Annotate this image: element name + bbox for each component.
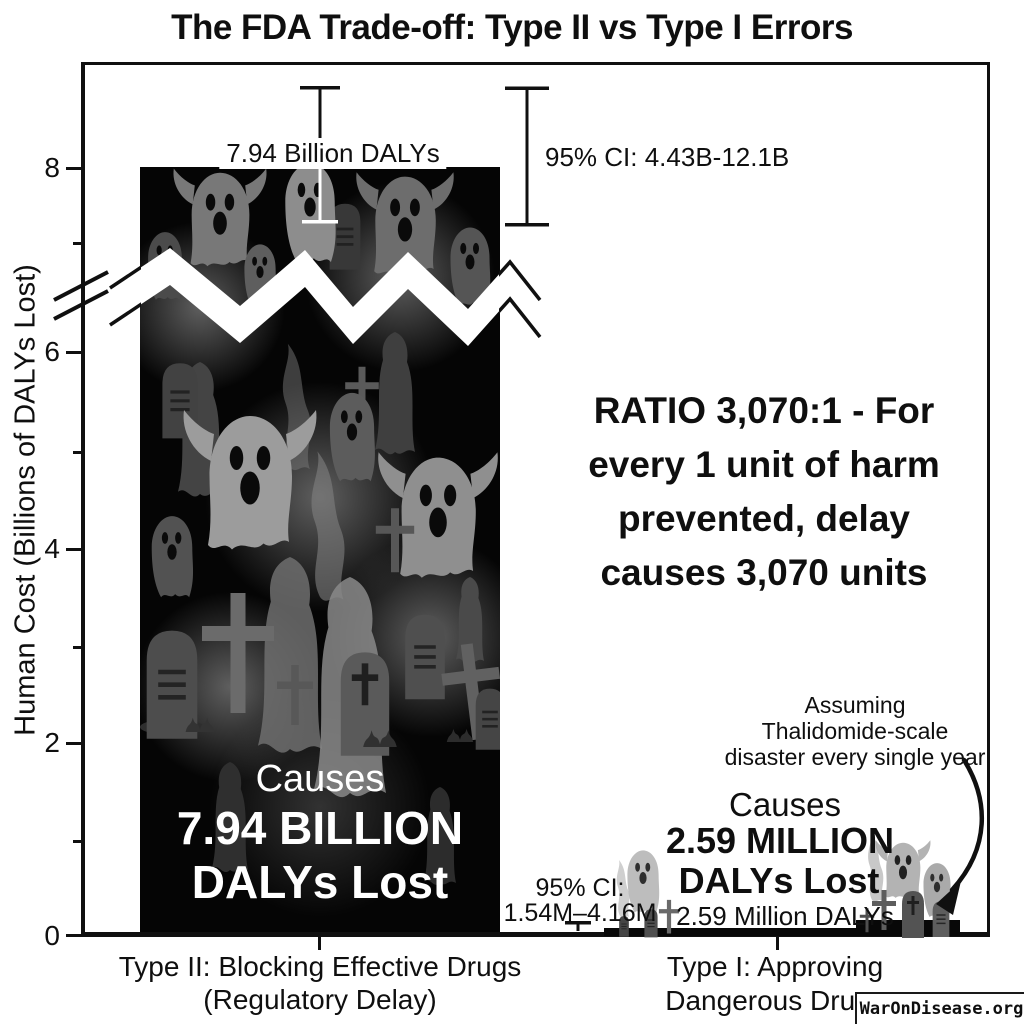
- type2-caption-line1: Causes: [255, 758, 385, 800]
- ghost-icon: [244, 244, 277, 307]
- type1-value-label: 2.59 Million DALYs: [676, 901, 894, 931]
- y-tick-mark: [66, 742, 81, 745]
- thalidomide-annotation: Assuming Thalidomide-scale disaster ever…: [705, 692, 1005, 770]
- y-minor-tick: [73, 840, 81, 843]
- type1-caption-line3: DALYs Lost: [678, 860, 880, 901]
- ratio-line4: causes 3,070 units: [600, 552, 928, 593]
- ratio-line3: prevented, delay: [617, 498, 910, 539]
- watermark-badge: WarOnDisease.org: [855, 992, 1024, 1024]
- ghost-icon: [329, 392, 375, 482]
- page-title: The FDA Trade-off: Type II vs Type I Err…: [171, 8, 853, 47]
- annotation-line2: Thalidomide-scale: [761, 718, 949, 744]
- ghost-icon: [148, 232, 183, 300]
- type2-bar-caption: Causes 7.94 BILLION DALYs Lost: [140, 756, 500, 910]
- type2-caption-line3: DALYs Lost: [191, 856, 449, 908]
- y-tick-mark: [66, 934, 81, 937]
- y-tick-mark: [66, 548, 81, 551]
- annotation-line3: disaster every single year: [724, 744, 986, 770]
- x-label-type1-line1: Type I: Approving: [666, 951, 884, 982]
- x-label-type1-line2: Dangerous Drugs: [665, 985, 885, 1016]
- type2-caption-line2: 7.94 BILLION: [176, 802, 464, 854]
- ghost-icon: [450, 227, 491, 306]
- y-tick-mark: [66, 351, 81, 354]
- watermark-text: WarOnDisease.org: [859, 999, 1024, 1019]
- x-label-type2-line2: (Regulatory Delay): [203, 984, 437, 1015]
- type1-ci-line1: 95% CI:: [535, 874, 625, 902]
- type1-caption-line1: Causes: [729, 786, 841, 823]
- y-minor-tick: [73, 242, 81, 245]
- tombstone-icon: [147, 631, 198, 739]
- ratio-callout: RATIO 3,070:1 - For every 1 unit of harm…: [544, 384, 984, 600]
- ratio-line2: every 1 unit of harm: [588, 444, 940, 485]
- y-minor-tick: [73, 646, 81, 649]
- x-tick-mark-type1: [776, 937, 779, 950]
- ghost-icon: [151, 516, 194, 598]
- y-minor-tick: [73, 451, 81, 454]
- y-axis-label: Human Cost (Billions of DALYs Lost): [9, 264, 42, 736]
- type1-ci-label: 95% CI: 1.54M–4.16M: [500, 876, 660, 926]
- tombstone-icon: [403, 612, 447, 702]
- annotation-line1: Assuming: [804, 692, 906, 718]
- y-tick-label-4: 4: [44, 533, 60, 564]
- ratio-line1: RATIO 3,070:1 - For: [593, 390, 935, 431]
- x-label-type2-line1: Type II: Blocking Effective Drugs: [118, 951, 522, 982]
- type2-ci-label: 95% CI: 4.43B-12.1B: [545, 142, 790, 172]
- y-tick-mark: [66, 167, 81, 170]
- type1-caption-line2: 2.59 MILLION: [665, 820, 895, 861]
- tombstone-icon: [474, 687, 506, 752]
- type1-ci-line2: 1.54M–4.16M: [503, 899, 657, 927]
- ghost-icon: [285, 163, 336, 263]
- x-label-type2: Type II: Blocking Effective Drugs (Regul…: [90, 950, 550, 1016]
- y-tick-label-0: 0: [44, 920, 60, 951]
- y-tick-label-6: 6: [44, 336, 60, 367]
- y-tick-label-8: 8: [44, 152, 60, 183]
- type2-value-label: 7.94 Billion DALYs: [219, 138, 447, 169]
- x-label-type1: Type I: Approving Dangerous Drugs: [560, 950, 990, 1018]
- y-tick-label-2: 2: [44, 727, 60, 758]
- x-tick-mark-type2: [318, 937, 321, 950]
- plot-frame: [81, 62, 990, 937]
